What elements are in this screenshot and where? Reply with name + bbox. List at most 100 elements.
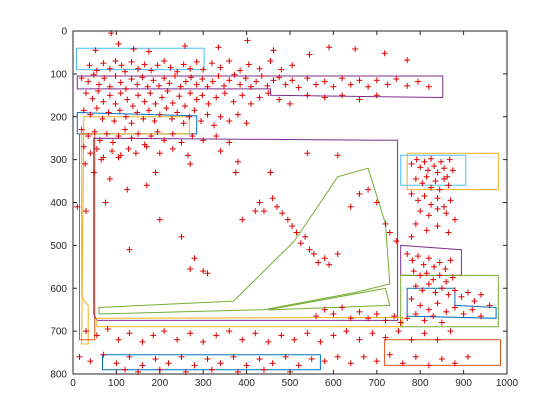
data-point-marker — [163, 105, 170, 112]
data-point-marker — [100, 351, 107, 358]
data-point-marker — [231, 71, 238, 78]
data-point-marker — [187, 265, 194, 272]
data-point-marker — [256, 355, 263, 362]
data-point-marker — [458, 293, 465, 300]
data-point-marker — [415, 253, 422, 260]
data-point-marker — [115, 133, 122, 140]
data-point-marker — [161, 75, 168, 82]
data-point-marker — [451, 360, 458, 367]
data-point-marker — [434, 300, 441, 307]
data-point-marker — [404, 315, 411, 322]
data-point-marker — [191, 107, 198, 114]
data-point-marker — [397, 319, 404, 326]
data-point-marker — [140, 115, 147, 122]
data-point-marker — [315, 259, 322, 266]
data-point-marker — [117, 90, 124, 97]
data-point-marker — [204, 355, 211, 362]
data-point-marker — [356, 308, 363, 315]
data-point-marker — [148, 133, 155, 140]
data-point-marker — [145, 48, 152, 55]
region-polygon — [384, 339, 501, 366]
data-point-marker — [304, 92, 311, 99]
data-point-marker — [310, 250, 317, 257]
data-point-marker — [260, 366, 267, 373]
data-point-marker — [419, 287, 426, 294]
data-point-marker — [209, 78, 216, 85]
data-point-marker — [306, 246, 313, 253]
data-point-marker — [187, 330, 194, 337]
data-point-marker — [234, 111, 241, 118]
data-point-marker — [226, 118, 233, 125]
data-point-marker — [445, 182, 452, 189]
data-point-marker — [425, 167, 432, 174]
data-point-marker — [152, 169, 159, 176]
data-point-marker — [442, 265, 449, 272]
data-point-marker — [178, 139, 185, 146]
data-point-marker — [279, 210, 286, 217]
data-point-marker — [169, 130, 176, 137]
data-point-marker — [124, 186, 131, 193]
data-point-marker — [150, 332, 157, 339]
data-point-marker — [289, 62, 296, 69]
data-point-marker — [226, 77, 233, 84]
x-tick-label: 700 — [368, 378, 385, 389]
data-point-marker — [148, 67, 155, 74]
data-point-marker — [105, 109, 112, 116]
data-point-marker — [122, 85, 129, 92]
data-point-marker — [264, 82, 271, 89]
data-point-marker — [295, 84, 302, 91]
data-point-marker — [412, 310, 419, 317]
data-point-marker — [187, 65, 194, 72]
data-point-marker — [135, 130, 142, 137]
data-point-marker — [269, 195, 276, 202]
x-tick-label: 800 — [412, 378, 429, 389]
data-point-marker — [139, 338, 146, 345]
y-tick-label: 400 — [50, 198, 67, 209]
data-point-marker — [106, 175, 113, 182]
data-point-marker — [252, 330, 259, 337]
data-point-marker — [122, 113, 129, 120]
data-point-marker — [217, 148, 224, 155]
data-point-marker — [436, 186, 443, 193]
data-point-marker — [365, 186, 372, 193]
data-point-marker — [477, 313, 484, 320]
data-point-marker — [178, 353, 185, 360]
y-tick-label: 500 — [50, 241, 67, 252]
data-point-marker — [174, 336, 181, 343]
data-point-marker — [113, 360, 120, 367]
data-point-marker — [321, 94, 328, 101]
data-point-marker — [217, 64, 224, 71]
data-point-marker — [103, 130, 110, 137]
data-point-marker — [451, 216, 458, 223]
data-point-marker — [306, 51, 313, 58]
data-point-marker — [399, 360, 406, 367]
data-point-marker — [408, 295, 415, 302]
data-point-marker — [83, 90, 90, 97]
data-point-marker — [106, 83, 113, 90]
data-point-marker — [242, 75, 249, 82]
data-point-marker — [265, 90, 272, 97]
data-point-marker — [171, 73, 178, 80]
data-point-marker — [200, 338, 207, 345]
data-point-marker — [141, 98, 148, 105]
data-point-marker — [116, 107, 123, 114]
data-point-marker — [352, 46, 359, 53]
data-point-marker — [304, 330, 311, 337]
data-point-marker — [386, 229, 393, 236]
data-point-marker — [356, 77, 363, 84]
data-point-marker — [234, 158, 241, 165]
data-point-marker — [91, 128, 98, 135]
data-point-marker — [347, 203, 354, 210]
data-point-marker — [313, 81, 320, 88]
data-point-marker — [166, 80, 173, 87]
data-point-marker — [434, 205, 441, 212]
data-point-marker — [132, 150, 139, 157]
data-point-marker — [244, 37, 251, 44]
data-point-marker — [128, 135, 135, 142]
data-point-marker — [204, 270, 211, 277]
data-point-marker — [282, 353, 289, 360]
data-point-marker — [313, 313, 320, 320]
data-point-marker — [117, 79, 124, 86]
data-point-marker — [125, 145, 132, 152]
data-point-marker — [226, 139, 233, 146]
